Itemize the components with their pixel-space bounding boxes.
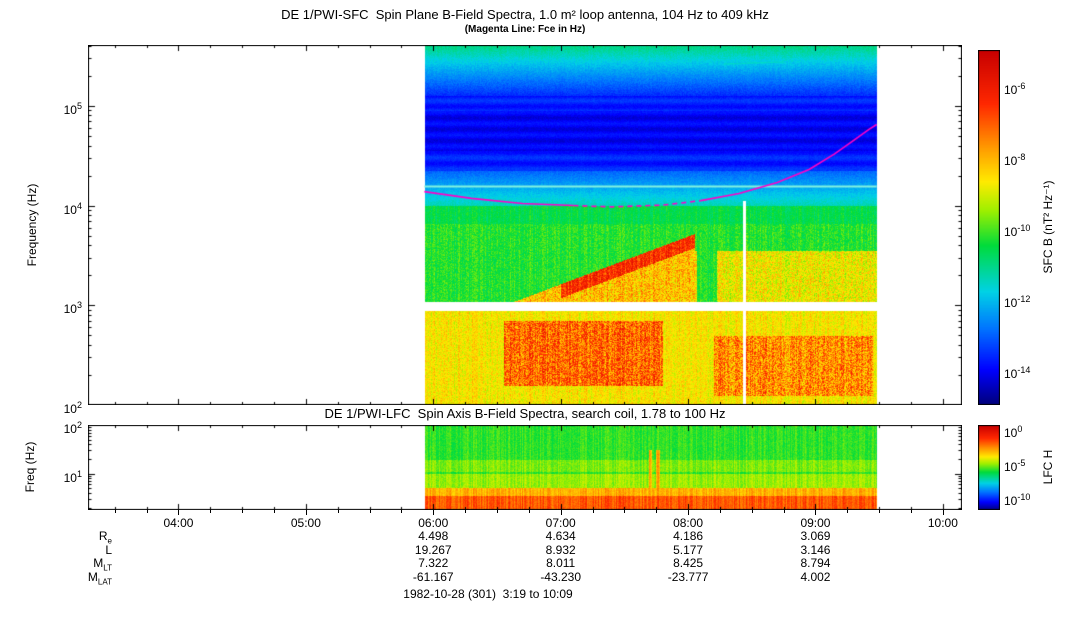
orbit-row-label: L — [105, 542, 112, 557]
orbit-value: -23.777 — [667, 569, 709, 584]
x-tick-mark — [783, 510, 785, 513]
x-tick-mark — [879, 510, 881, 513]
orbit-value: 8.425 — [673, 556, 704, 570]
x-tick-mark — [815, 510, 817, 515]
x-tick-label: 10:00 — [927, 516, 958, 530]
orbit-value: 3.146 — [800, 542, 831, 557]
orbit-value: 8.011 — [546, 556, 576, 570]
colorbar-tick-label: 10-12 — [1004, 293, 1031, 310]
x-tick-label: 06:00 — [418, 516, 449, 530]
x-tick-mark — [911, 510, 913, 513]
lfc-frequency-axis-label: Freq (Hz) — [23, 441, 37, 493]
x-tick-mark — [560, 510, 562, 515]
orbit-row-label: MLAT — [87, 569, 112, 586]
x-tick-mark — [528, 510, 530, 513]
x-tick-mark — [592, 510, 594, 513]
footer-date-range: 1982-10-28 (301) 3:19 to 10:09 — [403, 587, 573, 601]
x-tick-mark — [242, 510, 244, 513]
orbit-value: 8.794 — [800, 556, 831, 570]
x-tick-mark — [847, 510, 849, 513]
orbit-value: 4.498 — [418, 529, 449, 543]
x-tick-label: 04:00 — [163, 516, 194, 530]
orbit-value: 4.186 — [673, 529, 704, 543]
y-tick-label: 102 — [63, 420, 82, 436]
x-tick-mark — [369, 510, 371, 513]
orbit-value: 3.069 — [800, 529, 831, 543]
orbit-value: 4.002 — [800, 569, 831, 584]
x-tick-label: 09:00 — [800, 516, 831, 530]
x-tick-mark — [496, 510, 498, 513]
x-tick-mark — [942, 510, 944, 515]
x-tick-mark — [719, 510, 721, 513]
x-tick-mark — [688, 510, 690, 515]
orbit-value: 7.322 — [418, 556, 449, 570]
orbit-value: 19.267 — [414, 542, 452, 557]
x-tick-mark — [274, 510, 275, 513]
orbit-row-label: MLT — [93, 556, 112, 573]
orbit-value: 8.932 — [545, 542, 576, 557]
sfc-colorbar-canvas — [978, 50, 1000, 405]
x-tick-mark — [401, 510, 403, 513]
orbit-value: -43.230 — [540, 569, 582, 584]
x-tick-mark — [146, 510, 148, 513]
x-tick-label: 08:00 — [673, 516, 704, 530]
colorbar-tick-label: 10-14 — [1004, 364, 1031, 381]
colorbar-tick-label: 10-6 — [1004, 80, 1026, 97]
x-tick-mark — [656, 510, 658, 513]
colorbar-tick-label: 10-5 — [1004, 458, 1026, 475]
orbit-value: 4.634 — [545, 529, 576, 543]
orbit-value: 5.177 — [673, 542, 704, 557]
x-tick-mark — [433, 510, 435, 515]
lfc-title: DE 1/PWI-LFC Spin Axis B-Field Spectra, … — [324, 406, 726, 421]
lfc-colorbar-canvas — [978, 425, 1000, 510]
sfc-title: DE 1/PWI-SFC Spin Plane B-Field Spectra,… — [281, 7, 769, 22]
y-tick-label: 104 — [63, 200, 82, 217]
x-tick-mark — [305, 510, 307, 515]
y-tick-label: 103 — [63, 300, 82, 317]
x-tick-mark — [624, 510, 626, 513]
colorbar-tick-label: 10-10 — [1004, 492, 1031, 509]
x-tick-mark — [751, 510, 753, 513]
x-tick-mark — [178, 510, 180, 515]
y-tick-label: 102 — [63, 400, 82, 416]
orbit-row-label: Re — [98, 529, 112, 546]
sfc-spectrogram-canvas — [88, 45, 962, 405]
x-tick-mark — [465, 510, 467, 513]
x-tick-mark — [337, 510, 339, 513]
x-tick-mark — [114, 510, 116, 513]
x-tick-label: 07:00 — [545, 516, 576, 530]
colorbar-tick-label: 100 — [1004, 424, 1023, 441]
colorbar-tick-label: 10-8 — [1004, 151, 1026, 168]
orbit-value: -61.167 — [412, 569, 454, 584]
x-tick-mark — [210, 510, 212, 513]
sfc-subtitle: (Magenta Line: Fce in Hz) — [464, 24, 586, 35]
lfc-spectrogram-canvas — [88, 425, 962, 510]
y-tick-label: 101 — [63, 468, 82, 485]
x-tick-label: 05:00 — [290, 516, 321, 530]
colorbar-tick-label: 10-10 — [1004, 222, 1031, 239]
y-tick-label: 105 — [63, 100, 82, 117]
